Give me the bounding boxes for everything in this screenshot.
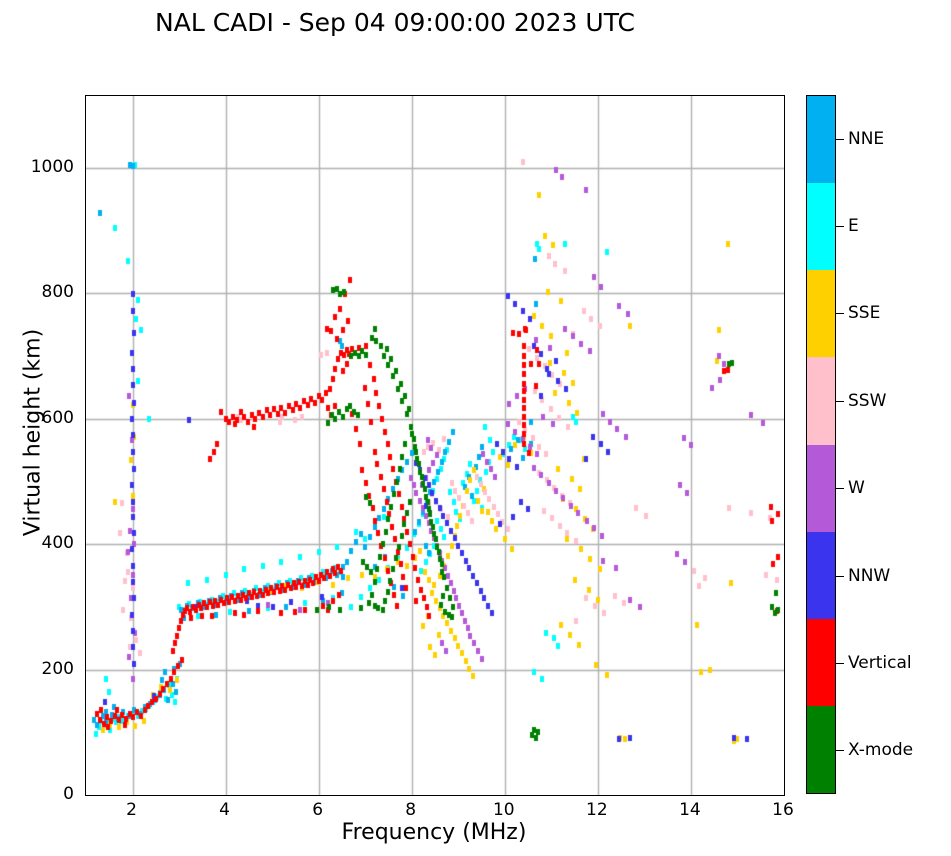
colorbar-label-sse: SSE: [848, 303, 881, 324]
colorbar-ticks: NNE E SSE SSW W NNW Vertical X-mode: [836, 95, 951, 794]
x-tick-label: 2: [126, 800, 137, 820]
colorbar-tick: [836, 662, 844, 664]
colorbar-tick: [836, 750, 844, 752]
colorbar-tick: [836, 226, 844, 228]
colorbar-label-e: E: [848, 216, 859, 237]
colorbar-label-ssw: SSW: [848, 390, 887, 411]
x-tick-label: 6: [312, 800, 324, 820]
colorbar-segment-w: [807, 444, 835, 532]
colorbar-segment-e: [807, 183, 835, 271]
colorbar-tick: [836, 400, 844, 402]
colorbar-segment-x-mode: [807, 705, 835, 793]
colorbar-segment-sse: [807, 270, 835, 358]
x-tick-label: 16: [772, 800, 794, 820]
colorbar-label-x-mode: X-mode: [848, 740, 914, 761]
colorbar-tick: [836, 138, 844, 140]
colorbar-segment-nnw: [807, 531, 835, 619]
y-tick-label: 600: [41, 407, 74, 428]
page-title: NAL CADI - Sep 04 09:00:00 2023 UTC: [155, 8, 635, 37]
plot-area: [85, 95, 785, 796]
y-axis-label: Virtual height (km): [20, 328, 46, 537]
x-axis-label: Frequency (MHz): [341, 820, 527, 845]
x-tick-label: 10: [492, 800, 515, 820]
x-tick-label: 8: [405, 800, 417, 820]
x-tick-label: 4: [219, 800, 231, 820]
colorbar-tick: [836, 575, 844, 577]
scatter-canvas: [86, 96, 784, 795]
x-tick-label: 14: [679, 800, 701, 820]
y-tick-label: 400: [41, 533, 74, 554]
colorbar-segment-vertical: [807, 618, 835, 706]
y-tick-label: 800: [41, 282, 74, 303]
colorbar-tick: [836, 488, 844, 490]
colorbar-label-nnw: NNW: [848, 565, 891, 586]
colorbar-segment-nne: [807, 96, 835, 184]
x-tick-label: 12: [586, 800, 608, 820]
y-tick-label: 200: [41, 658, 74, 679]
colorbar: [806, 95, 836, 794]
colorbar-segment-ssw: [807, 357, 835, 445]
y-tick-label: 0: [63, 784, 74, 804]
colorbar-label-w: W: [848, 478, 865, 499]
y-axis-ticks: 0 200 400 600 800 1000: [0, 0, 74, 856]
colorbar-label-nne: NNE: [848, 128, 885, 149]
y-tick-label: 1000: [30, 157, 74, 178]
colorbar-label-vertical: Vertical: [848, 652, 912, 673]
colorbar-tick: [836, 313, 844, 315]
